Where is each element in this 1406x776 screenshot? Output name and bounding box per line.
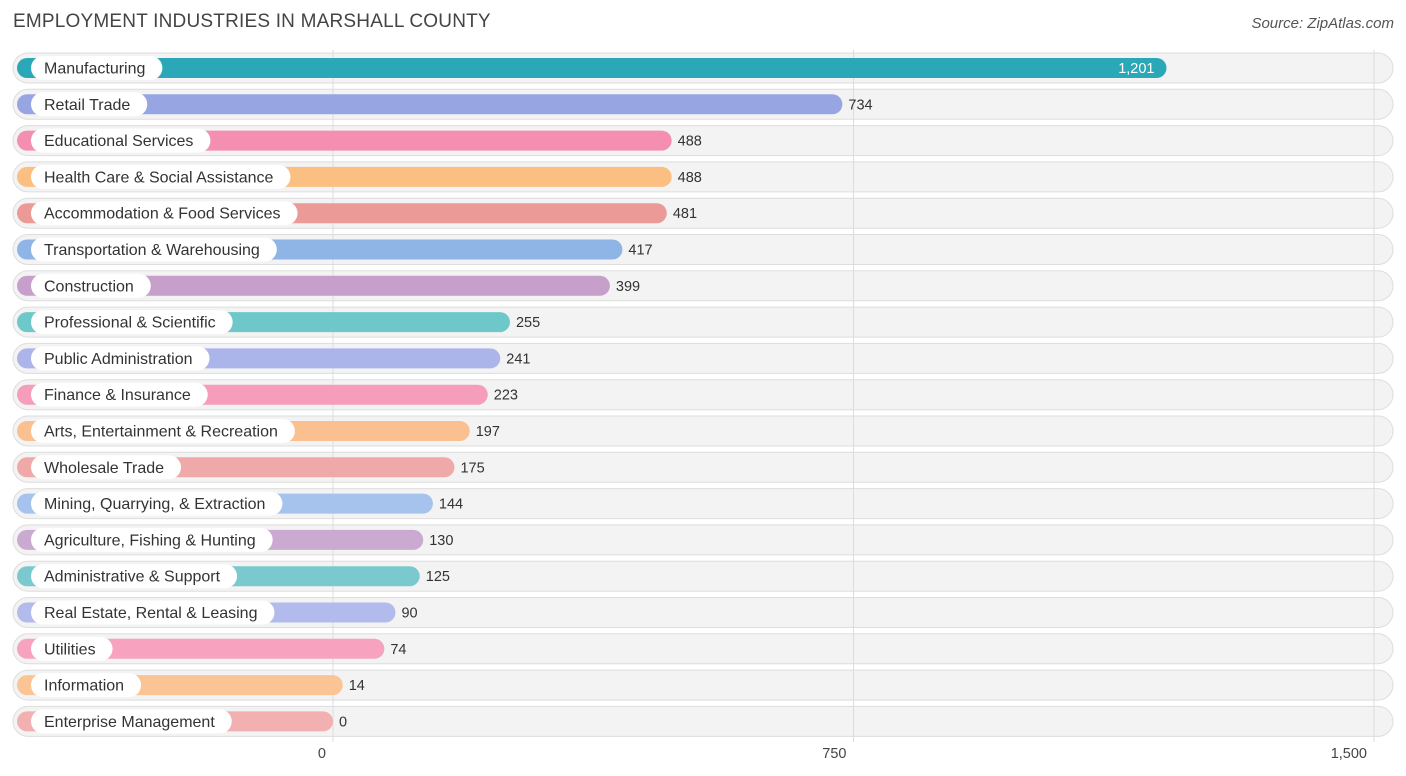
category-label-educational-services: Educational Services (44, 133, 193, 150)
value-label-administrative-and-support: 125 (426, 569, 450, 585)
bar-label-pill-accommodation-and-food-services (31, 201, 298, 226)
value-label-mining-quarrying-and-extraction: 144 (439, 497, 463, 513)
category-label-administrative-and-support: Administrative & Support (44, 569, 221, 586)
value-label-utilities: 74 (390, 642, 406, 658)
value-label-arts-entertainment-and-recreation: 197 (476, 424, 500, 440)
value-label-retail-trade: 734 (848, 97, 872, 113)
bar-label-pill-utilities (31, 636, 113, 661)
value-label-professional-and-scientific: 255 (516, 315, 540, 331)
category-label-utilities: Utilities (44, 641, 96, 658)
bar-label-pill-manufacturing (31, 56, 163, 80)
category-label-accommodation-and-food-services: Accommodation & Food Services (44, 206, 281, 223)
category-label-health-care-and-social-assistance: Health Care & Social Assistance (44, 169, 274, 186)
bar-label-pill-health-care-and-social-assistance (31, 164, 291, 189)
x-axis-ticks: 0 750 1,500 (318, 746, 1367, 762)
category-label-agriculture-fishing-and-hunting: Agriculture, Fishing & Hunting (44, 532, 256, 549)
category-label-construction: Construction (44, 278, 134, 295)
bar-label-pill-public-administration (31, 346, 210, 371)
tick-label-750: 750 (822, 746, 846, 762)
value-label-real-estate-rental-and-leasing: 90 (401, 606, 417, 622)
value-label-agriculture-fishing-and-hunting: 130 (429, 533, 453, 549)
tick-label-1500: 1,500 (1331, 746, 1367, 762)
bar-label-pill-real-estate-rental-and-leasing (31, 600, 275, 625)
category-label-arts-entertainment-and-recreation: Arts, Entertainment & Recreation (44, 424, 278, 441)
bar-manufacturing (17, 58, 1167, 78)
category-label-transportation-and-warehousing: Transportation & Warehousing (44, 242, 260, 259)
value-label-enterprise-management: 0 (339, 714, 347, 730)
chart-title: EMPLOYMENT INDUSTRIES IN MARSHALL COUNTY (13, 11, 491, 32)
bar-label-pill-professional-and-scientific (31, 310, 233, 335)
bar-label-pill-wholesale-trade (31, 455, 182, 480)
category-label-enterprise-management: Enterprise Management (44, 714, 215, 731)
value-label-accommodation-and-food-services: 481 (673, 206, 697, 222)
value-label-wholesale-trade: 175 (460, 460, 484, 476)
bar-label-pill-arts-entertainment-and-recreation (31, 419, 295, 443)
bar-label-pill-finance-and-insurance (31, 382, 208, 407)
category-label-mining-quarrying-and-extraction: Mining, Quarrying, & Extraction (44, 496, 265, 513)
bar-label-pill-transportation-and-warehousing (31, 237, 277, 262)
bar-construction (17, 275, 610, 296)
value-label-educational-services: 488 (678, 134, 702, 150)
value-label-construction: 399 (616, 279, 640, 295)
bar-label-pill-retail-trade (31, 92, 148, 117)
category-label-manufacturing: Manufacturing (44, 61, 145, 78)
value-label-public-administration: 241 (506, 351, 530, 367)
category-label-professional-and-scientific: Professional & Scientific (44, 315, 216, 332)
value-label-information: 14 (349, 678, 365, 694)
category-label-retail-trade: Retail Trade (44, 97, 130, 114)
bar-retail-trade (17, 94, 843, 115)
row-background-information (12, 669, 1394, 701)
source-note: Source: ZipAtlas.com (1251, 15, 1394, 32)
category-label-finance-and-insurance: Finance & Insurance (44, 387, 191, 404)
category-label-information: Information (44, 678, 124, 695)
bar-label-pill-educational-services (31, 128, 211, 153)
bar-label-pill-enterprise-management (31, 709, 232, 734)
bars: Manufacturing 1,201 Retail Trade 734 Educati… (17, 56, 1167, 734)
category-label-public-administration: Public Administration (44, 351, 193, 368)
value-label-finance-and-insurance: 223 (494, 388, 518, 404)
category-label-wholesale-trade: Wholesale Trade (44, 460, 164, 477)
tick-label-0: 0 (318, 746, 326, 762)
value-label-transportation-and-warehousing: 417 (628, 243, 652, 259)
bar-label-pill-construction (31, 273, 151, 298)
row-background-enterprise-management (12, 705, 1394, 737)
bar-label-pill-information (31, 673, 142, 698)
bar-label-pill-administrative-and-support (31, 564, 238, 589)
bar-label-pill-mining-quarrying-and-extraction (31, 491, 283, 516)
bar-label-pill-agriculture-fishing-and-hunting (31, 527, 273, 552)
value-label-health-care-and-social-assistance: 488 (678, 170, 702, 186)
value-label-manufacturing: 1,201 (1118, 61, 1154, 77)
category-label-real-estate-rental-and-leasing: Real Estate, Rental & Leasing (44, 605, 257, 622)
